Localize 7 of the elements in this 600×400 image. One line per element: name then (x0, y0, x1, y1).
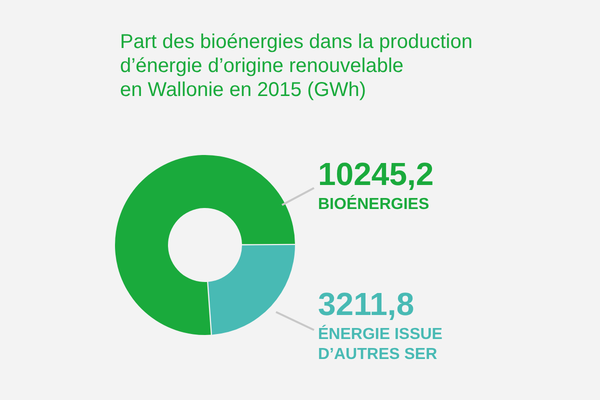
donut-slice (208, 244, 295, 335)
data-label: 10245,2 (318, 156, 434, 192)
donut-slice (115, 155, 295, 335)
data-label: 3211,8 (318, 286, 414, 322)
slice-label: BIOÉNERGIES (318, 194, 430, 213)
slice-label: ÉNERGIE ISSUE D’AUTRES SER (318, 324, 443, 363)
chart-title: Part des bioénergies dans la production d’énergie d’origine renouvelable en Wallonie en 2015 (GWh) (120, 31, 472, 101)
